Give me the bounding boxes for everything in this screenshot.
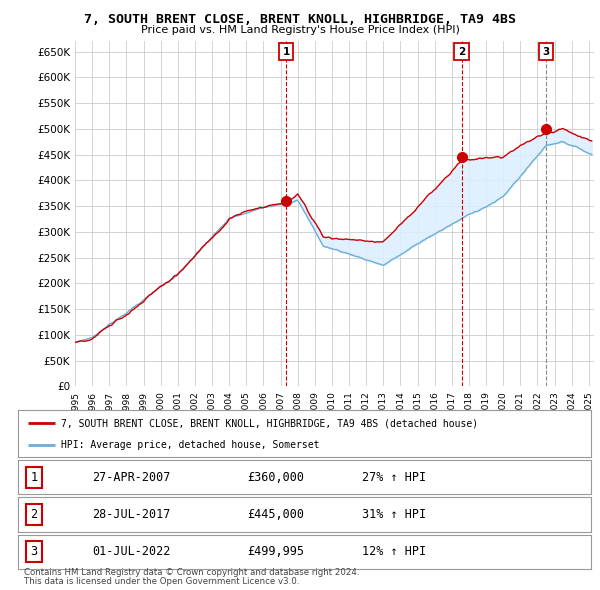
Text: Price paid vs. HM Land Registry's House Price Index (HPI): Price paid vs. HM Land Registry's House … bbox=[140, 25, 460, 35]
Text: 1: 1 bbox=[31, 471, 38, 484]
Text: HPI: Average price, detached house, Somerset: HPI: Average price, detached house, Some… bbox=[61, 441, 319, 450]
Text: 1: 1 bbox=[283, 47, 290, 57]
Text: £445,000: £445,000 bbox=[247, 508, 304, 521]
Text: This data is licensed under the Open Government Licence v3.0.: This data is licensed under the Open Gov… bbox=[24, 578, 299, 586]
Text: 31% ↑ HPI: 31% ↑ HPI bbox=[362, 508, 426, 521]
Text: 27-APR-2007: 27-APR-2007 bbox=[92, 471, 171, 484]
Text: 01-JUL-2022: 01-JUL-2022 bbox=[92, 545, 171, 558]
Text: 28-JUL-2017: 28-JUL-2017 bbox=[92, 508, 171, 521]
Text: 2: 2 bbox=[458, 47, 465, 57]
Text: 7, SOUTH BRENT CLOSE, BRENT KNOLL, HIGHBRIDGE, TA9 4BS (detached house): 7, SOUTH BRENT CLOSE, BRENT KNOLL, HIGHB… bbox=[61, 418, 478, 428]
Text: 27% ↑ HPI: 27% ↑ HPI bbox=[362, 471, 426, 484]
Text: 3: 3 bbox=[542, 47, 550, 57]
Text: £360,000: £360,000 bbox=[247, 471, 304, 484]
Text: 12% ↑ HPI: 12% ↑ HPI bbox=[362, 545, 426, 558]
Text: £499,995: £499,995 bbox=[247, 545, 304, 558]
Text: 7, SOUTH BRENT CLOSE, BRENT KNOLL, HIGHBRIDGE, TA9 4BS: 7, SOUTH BRENT CLOSE, BRENT KNOLL, HIGHB… bbox=[84, 13, 516, 26]
Text: Contains HM Land Registry data © Crown copyright and database right 2024.: Contains HM Land Registry data © Crown c… bbox=[24, 568, 359, 577]
Text: 3: 3 bbox=[31, 545, 38, 558]
Text: 2: 2 bbox=[31, 508, 38, 521]
